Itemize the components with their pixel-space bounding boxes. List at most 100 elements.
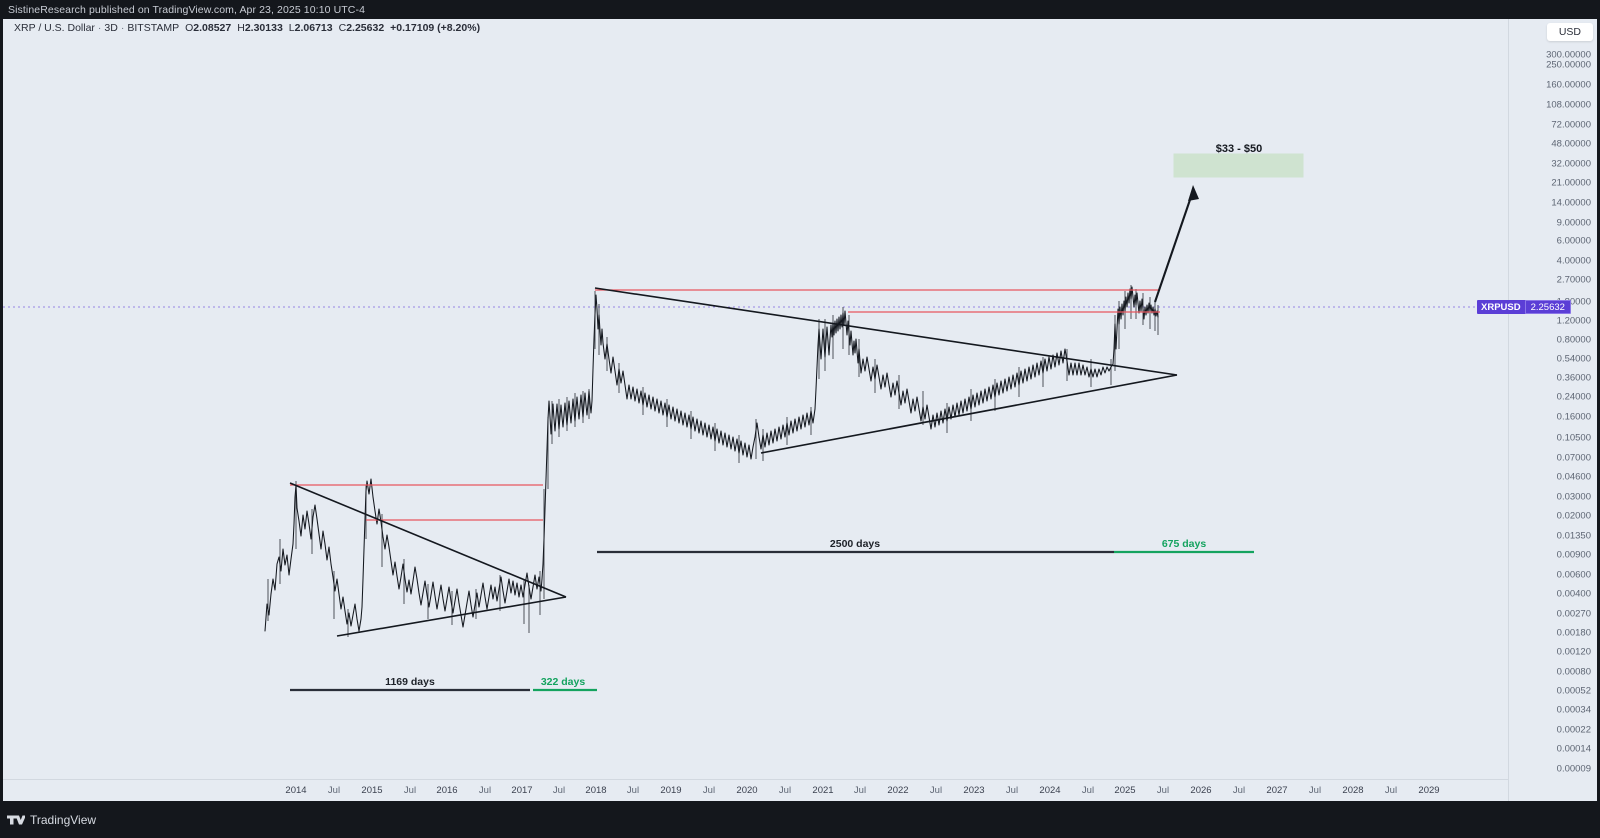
price-tick: 0.80000	[1556, 334, 1591, 346]
xrp-price-path	[264, 286, 1159, 632]
time-tick: Jul	[702, 785, 716, 796]
time-tick: Jul	[1081, 785, 1095, 796]
time-tick: 2026	[1190, 785, 1212, 796]
price-tick: 250.00000	[1546, 59, 1591, 71]
time-tick: 2023	[963, 785, 985, 796]
trendlines	[289, 287, 1178, 637]
time-tick: Jul	[626, 785, 640, 796]
target-zone-box	[1173, 153, 1304, 178]
time-tick: Jul	[778, 785, 792, 796]
cycle1-rally-label: 322 days	[540, 676, 586, 688]
price-tick: 0.00270	[1556, 608, 1591, 620]
legend-exchange[interactable]: BITSTAMP	[127, 22, 180, 34]
price-tick: 0.02000	[1556, 510, 1591, 522]
time-tick: 2029	[1418, 785, 1440, 796]
triangle1-lower	[336, 596, 567, 637]
time-axis[interactable]: 2014 Jul 2015 Jul 2016 Jul 2017 Jul 2018 Jul 2019 J…	[3, 779, 1508, 801]
price-tick: 0.03000	[1556, 491, 1591, 503]
triangle2-upper	[594, 287, 1178, 376]
time-tick: Jul	[1232, 785, 1246, 796]
price-line	[264, 286, 1159, 632]
price-axis[interactable]: USD XRPUSD 2.25632 300.00000 250.00000 160…	[1477, 19, 1597, 801]
price-tick: 0.10500	[1556, 432, 1591, 444]
cycle1-duration-label: 1169 days	[385, 676, 435, 688]
price-tick: 0.00034	[1556, 704, 1591, 716]
time-tick: Jul	[403, 785, 417, 796]
price-tick: 1.80000	[1556, 296, 1591, 308]
price-tick: 48.00000	[1551, 138, 1591, 150]
price-tick: 0.00600	[1556, 569, 1591, 581]
time-tick: Jul	[929, 785, 943, 796]
price-tick: 72.00000	[1551, 119, 1591, 131]
price-tick: 0.54000	[1556, 353, 1591, 365]
legend-sep-1: ·	[97, 22, 102, 34]
legend-change: +0.17109 (+8.20%)	[390, 22, 481, 34]
price-tick: 0.04600	[1556, 471, 1591, 483]
price-series-svg	[3, 153, 1508, 692]
time-tick: 2022	[887, 785, 909, 796]
price-tick: 21.00000	[1551, 177, 1591, 189]
price-tick: 108.00000	[1546, 99, 1591, 111]
price-tick: 0.24000	[1556, 391, 1591, 403]
duration-lines	[290, 550, 1254, 692]
price-tick: 0.00180	[1556, 627, 1591, 639]
price-tick: 0.36000	[1556, 372, 1591, 384]
time-tick: 2017	[511, 785, 533, 796]
time-tick: 2015	[361, 785, 383, 796]
breakout-arrow	[1154, 185, 1199, 303]
price-tick: 14.00000	[1551, 197, 1591, 209]
legend-sep-2: ·	[120, 22, 125, 34]
currency-button[interactable]: USD	[1546, 23, 1593, 41]
legend-interval[interactable]: 3D	[104, 22, 118, 34]
time-tick: 2019	[660, 785, 682, 796]
time-tick: Jul	[552, 785, 566, 796]
time-tick: Jul	[1384, 785, 1398, 796]
time-tick: 2024	[1039, 785, 1061, 796]
chart-frame[interactable]: XRP / U.S. Dollar · 3D · BITSTAMP O2.085…	[3, 19, 1597, 801]
time-tick: 2014	[285, 785, 307, 796]
resistance-lines	[290, 289, 1160, 521]
publish-bar: SistineResearch published on TradingView…	[0, 0, 1600, 19]
time-tick: 2028	[1342, 785, 1364, 796]
price-tick: 0.01350	[1556, 530, 1591, 542]
price-tick: 0.00080	[1556, 666, 1591, 678]
chart-legend[interactable]: XRP / U.S. Dollar · 3D · BITSTAMP O2.085…	[14, 22, 480, 34]
triangle2-lower	[760, 374, 1178, 454]
tradingview-logo[interactable]: TradingView	[0, 813, 96, 827]
price-tick: 2.70000	[1556, 274, 1591, 286]
bottom-bar: TradingView	[0, 801, 1600, 838]
time-tick: 2018	[585, 785, 607, 796]
price-tick: 0.00022	[1556, 724, 1591, 736]
price-tick: 0.00052	[1556, 685, 1591, 697]
price-tick: 0.00400	[1556, 588, 1591, 600]
triangle1-upper	[289, 482, 567, 598]
price-tick: 160.00000	[1546, 79, 1591, 91]
price-tick: 4.00000	[1556, 255, 1591, 267]
price-tick: 6.00000	[1556, 235, 1591, 247]
legend-close: C2.25632	[338, 22, 385, 34]
price-tick: 0.00014	[1556, 743, 1591, 755]
time-tick: 2020	[736, 785, 758, 796]
legend-open: O2.08527	[185, 22, 232, 34]
price-tick: 0.00009	[1556, 763, 1591, 775]
time-tick: 2021	[812, 785, 834, 796]
time-tick: Jul	[327, 785, 341, 796]
time-tick: Jul	[478, 785, 492, 796]
time-tick: 2027	[1266, 785, 1288, 796]
legend-low: L2.06713	[288, 22, 333, 34]
time-tick: 2016	[436, 785, 458, 796]
price-tick: 32.00000	[1551, 158, 1591, 170]
tradingview-wordmark: TradingView	[30, 812, 97, 827]
time-tick: Jul	[1156, 785, 1170, 796]
time-tick: 2025	[1114, 785, 1136, 796]
cycle2-rally-label: 675 days	[1161, 538, 1207, 550]
legend-high: H2.30133	[237, 22, 283, 34]
time-tick: Jul	[1308, 785, 1322, 796]
time-tick: Jul	[853, 785, 867, 796]
legend-symbol[interactable]: XRP / U.S. Dollar	[14, 22, 95, 34]
price-wicks	[267, 285, 1159, 637]
price-tick: 0.16000	[1556, 411, 1591, 423]
price-badge-symbol: XRPUSD	[1477, 300, 1525, 314]
plot-area[interactable]: $33 - $50 1169 days 322 days 2500 days 6…	[3, 19, 1508, 801]
publish-credit: SistineResearch published on TradingView…	[8, 3, 366, 16]
